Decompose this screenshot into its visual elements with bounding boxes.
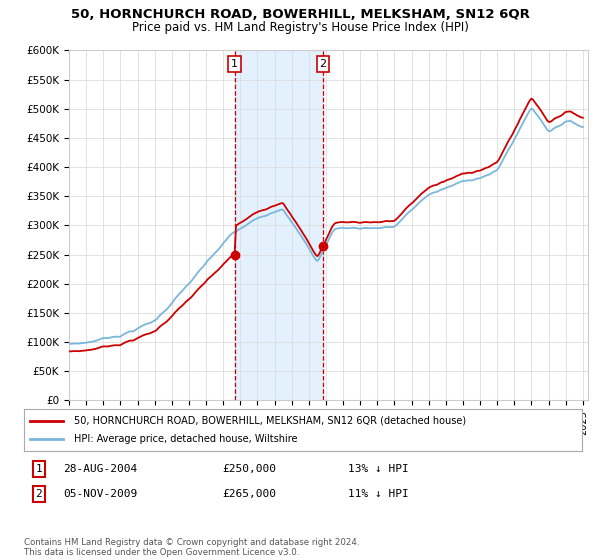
Text: 05-NOV-2009: 05-NOV-2009 [63,489,137,499]
Text: 1: 1 [231,59,238,69]
Text: 13% ↓ HPI: 13% ↓ HPI [348,464,409,474]
Text: 50, HORNCHURCH ROAD, BOWERHILL, MELKSHAM, SN12 6QR (detached house): 50, HORNCHURCH ROAD, BOWERHILL, MELKSHAM… [74,416,466,426]
Text: 1: 1 [35,464,43,474]
Text: £265,000: £265,000 [222,489,276,499]
Text: Price paid vs. HM Land Registry's House Price Index (HPI): Price paid vs. HM Land Registry's House … [131,21,469,34]
Text: 2: 2 [35,489,43,499]
Text: HPI: Average price, detached house, Wiltshire: HPI: Average price, detached house, Wilt… [74,434,298,444]
Text: 50, HORNCHURCH ROAD, BOWERHILL, MELKSHAM, SN12 6QR: 50, HORNCHURCH ROAD, BOWERHILL, MELKSHAM… [71,8,529,21]
Text: 28-AUG-2004: 28-AUG-2004 [63,464,137,474]
Text: 2: 2 [320,59,326,69]
Text: 11% ↓ HPI: 11% ↓ HPI [348,489,409,499]
Text: Contains HM Land Registry data © Crown copyright and database right 2024.
This d: Contains HM Land Registry data © Crown c… [24,538,359,557]
Text: £250,000: £250,000 [222,464,276,474]
Bar [235,50,323,400]
